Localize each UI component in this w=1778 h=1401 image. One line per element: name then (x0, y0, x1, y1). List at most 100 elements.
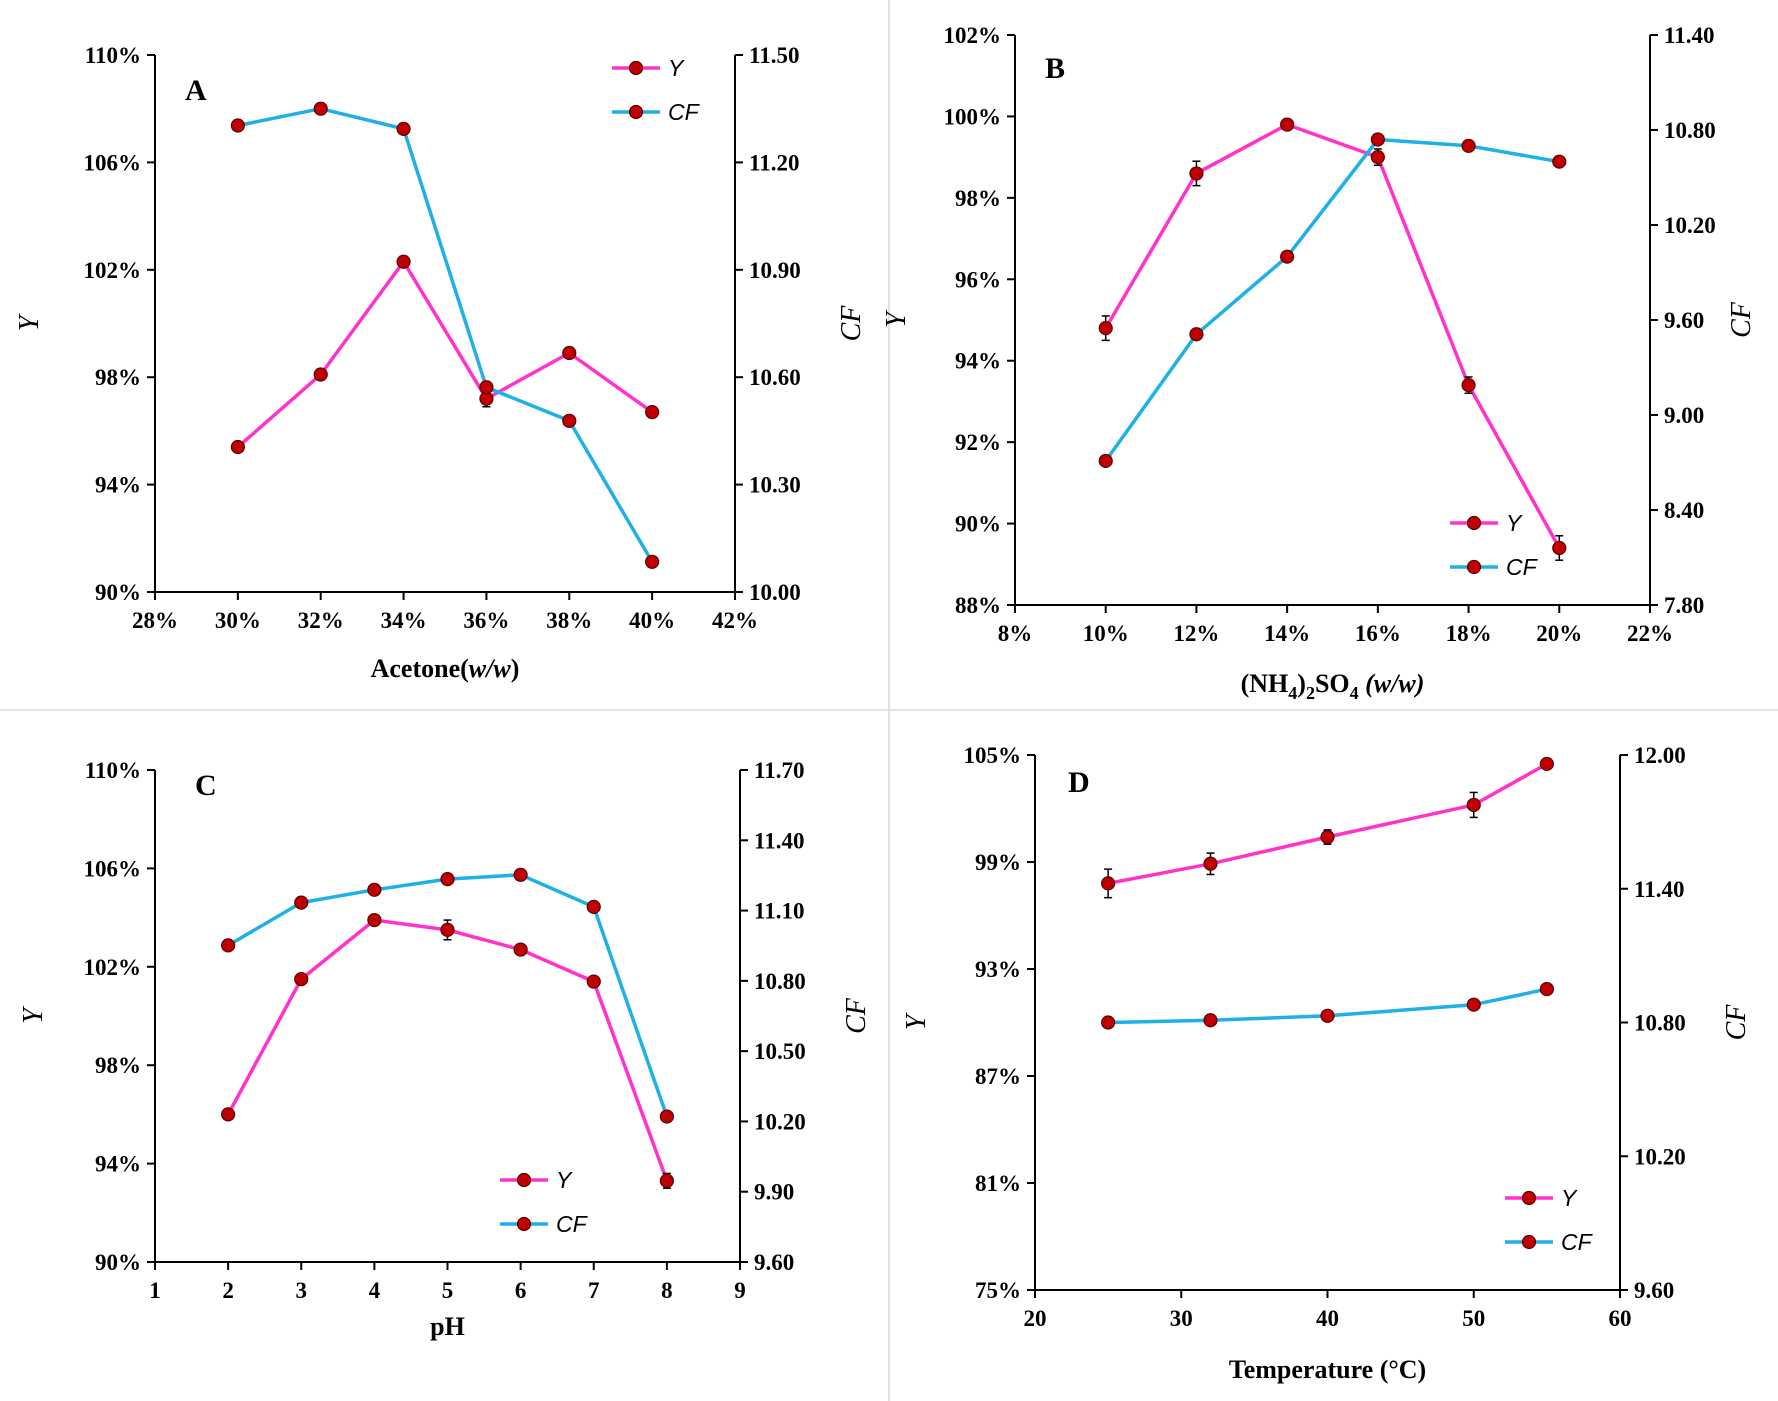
x-tick-label: 22% (1627, 621, 1673, 646)
x-tick-label: 38% (546, 608, 592, 633)
y-left-tick-label: 98% (955, 186, 1001, 211)
data-point-y (1203, 856, 1218, 871)
data-point-y (221, 1107, 236, 1122)
y-left-tick-label: 92% (955, 430, 1001, 455)
x-tick-label: 12% (1173, 621, 1219, 646)
data-point-y (1370, 150, 1385, 165)
series-line-cf (1104, 137, 1560, 462)
data-point-y (645, 405, 660, 420)
legend-item-cf: CF (1450, 554, 1539, 580)
data-point-y (1539, 756, 1554, 772)
data-point-cf (294, 895, 309, 910)
x-tick-label: 7 (588, 1278, 600, 1303)
data-point-y (230, 439, 245, 455)
legend-marker (628, 60, 644, 76)
chart-panel-a: 28% 30% 32% 34% 36% 38% 40% 42% 90% 94% 98% 102% 106… (14, 43, 867, 683)
y-right-tick-label: 10.60 (749, 365, 801, 390)
data-point-cf (1539, 981, 1554, 997)
y-axis-label-right: CF (1721, 1004, 1752, 1041)
x-tick-label: 8 (661, 1278, 673, 1303)
y-right-tick-label: 10.20 (1634, 1144, 1686, 1169)
y-left-tick-label: 93% (975, 957, 1021, 982)
x-tick-label: 20 (1024, 1306, 1047, 1331)
y-left-tick-label: 98% (95, 365, 141, 390)
chart-panel-d: 20 30 40 50 60 75% 81% 87% 93% 99% 105% 9.60 10.20 10… (901, 743, 1752, 1384)
data-point-cf (1320, 1008, 1335, 1023)
y-right-tick-label: 11.70 (754, 758, 804, 783)
x-axis-label-part: ) (511, 654, 520, 683)
x-tick-label: 40 (1316, 1306, 1339, 1331)
legend-label: CF (1506, 554, 1539, 580)
x-tick-label: 50 (1462, 1306, 1485, 1331)
legend-marker (1521, 1234, 1537, 1250)
y-right-tick-label: 11.20 (749, 150, 799, 175)
x-tick-label: 1 (149, 1278, 161, 1303)
y-axis-label-left: Y (14, 312, 45, 331)
x-axis-label: Temperature (°C) (1229, 1355, 1426, 1384)
y-axis-label-left: Y (901, 1011, 932, 1030)
x-axis-label: (NH4)2SO4 (w/w) (1241, 669, 1425, 703)
x-tick-label: 2 (222, 1278, 234, 1303)
x-tick-label: 20% (1536, 621, 1582, 646)
data-point-y (562, 345, 577, 361)
x-axis-label-part: pH (430, 1312, 465, 1341)
y-right-tick-label: 8.40 (1664, 498, 1704, 523)
y-axis-label-right: CF (1726, 301, 1757, 338)
series-line-y (1107, 762, 1548, 886)
data-point-y (1320, 829, 1335, 845)
data-point-cf (1466, 997, 1481, 1012)
x-tick-label: 60 (1609, 1306, 1632, 1331)
legend-marker (1466, 515, 1482, 531)
y-axis-label-left: Y (18, 1005, 49, 1024)
legend-item-y: Y (500, 1167, 573, 1193)
data-point-cf (1552, 154, 1567, 169)
panel-letter: B (1045, 52, 1065, 85)
data-point-y (1552, 540, 1567, 556)
y-left-tick-label: 81% (975, 1171, 1021, 1196)
data-point-y (367, 912, 382, 928)
x-axis-label-part: Temperature (°C) (1229, 1355, 1426, 1384)
data-point-y (1098, 321, 1113, 336)
legend-marker (628, 104, 644, 120)
x-tick-label: 8% (998, 621, 1033, 646)
x-tick-label: 10% (1083, 621, 1129, 646)
x-tick-label: 34% (381, 608, 427, 633)
y-right-tick-label: 9.90 (754, 1180, 794, 1205)
data-point-y (659, 1173, 674, 1188)
chart-panel-b: 8% 10% 12% 14% 16% 18% 20% 22% 88% 90% 92% 94% 96% 98… (881, 23, 1757, 703)
data-point-cf (586, 899, 601, 915)
series-line-y (226, 918, 669, 1182)
legend-marker (1521, 1190, 1537, 1206)
y-right-tick-label: 10.20 (1664, 213, 1716, 238)
data-point-y (313, 367, 328, 382)
legend-item-y: Y (1450, 510, 1523, 536)
data-point-cf (1461, 138, 1476, 153)
data-point-cf (1098, 453, 1113, 469)
data-point-cf (1280, 249, 1295, 264)
y-right-tick-label: 9.60 (754, 1250, 794, 1275)
y-axis-label-right: CF (836, 305, 867, 342)
data-point-cf (396, 121, 411, 136)
x-tick-label: 18% (1446, 621, 1492, 646)
data-point-cf (367, 882, 382, 897)
data-point-cf (440, 871, 455, 887)
x-tick-label: 28% (132, 608, 178, 633)
legend-item-cf: CF (1505, 1229, 1594, 1255)
data-point-cf (1203, 1013, 1218, 1028)
y-left-tick-label: 100% (944, 104, 1002, 129)
x-tick-label: 30% (215, 608, 261, 633)
data-point-cf (221, 938, 236, 953)
y-right-tick-label: 11.40 (754, 828, 804, 853)
legend-label: Y (1561, 1185, 1578, 1211)
y-right-tick-label: 7.80 (1664, 593, 1704, 618)
y-left-tick-label: 106% (84, 150, 142, 175)
x-tick-label: 32% (298, 608, 344, 633)
data-point-cf (1189, 327, 1204, 342)
legend-marker (1466, 559, 1482, 575)
y-left-tick-label: 99% (975, 850, 1021, 875)
y-right-tick-label: 9.60 (1634, 1278, 1674, 1303)
series-line-cf (237, 106, 654, 563)
legend-label: CF (556, 1211, 589, 1237)
data-point-cf (313, 101, 328, 116)
